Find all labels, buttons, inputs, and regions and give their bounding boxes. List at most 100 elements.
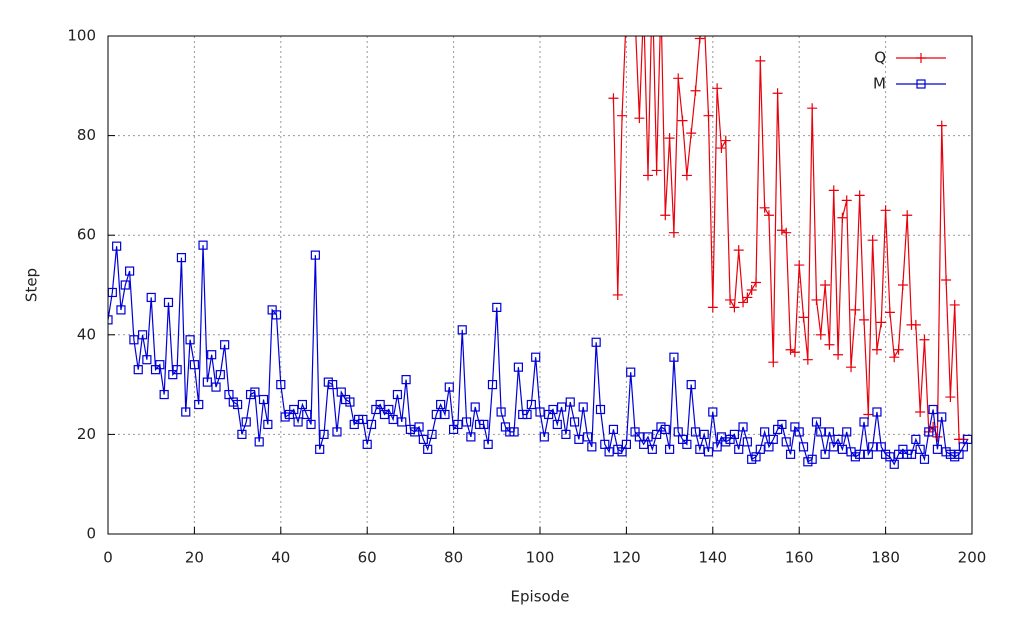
marker (159, 389, 169, 400)
marker (116, 305, 126, 315)
marker (181, 407, 191, 417)
marker (185, 335, 195, 345)
marker (522, 409, 532, 420)
marker (842, 427, 852, 437)
marker (397, 417, 407, 427)
marker (673, 73, 684, 84)
marker (582, 432, 593, 442)
x-tick-label: 0 (103, 549, 113, 567)
marker (639, 1, 649, 11)
marker (440, 409, 450, 420)
marker (202, 377, 212, 387)
marker (755, 444, 765, 454)
marker (945, 392, 956, 403)
marker (319, 429, 329, 439)
marker (293, 417, 303, 427)
marker (781, 437, 791, 447)
marker (807, 103, 818, 114)
marker (932, 444, 943, 454)
marker (626, 0, 636, 1)
marker (941, 275, 952, 286)
x-tick-label: 120 (612, 549, 641, 567)
marker (854, 190, 865, 201)
marker (932, 431, 943, 442)
x-tick-label: 140 (698, 549, 727, 567)
marker (703, 447, 714, 457)
marker (621, 439, 632, 449)
marker (876, 317, 887, 328)
marker (742, 437, 752, 447)
marker (785, 344, 796, 355)
marker (880, 205, 891, 216)
marker (608, 424, 619, 435)
marker (729, 302, 740, 313)
marker (133, 365, 143, 375)
marker (332, 427, 342, 437)
marker (772, 88, 783, 99)
marker (742, 292, 753, 303)
marker (207, 350, 217, 360)
marker (418, 434, 428, 444)
marker (120, 280, 130, 290)
marker (531, 352, 541, 362)
legend-label: Q (874, 49, 886, 67)
marker (254, 437, 264, 447)
plot-area (108, 0, 972, 469)
marker (569, 417, 580, 427)
marker (643, 170, 653, 181)
marker (794, 427, 804, 437)
marker (755, 55, 766, 66)
marker (647, 444, 657, 454)
marker (626, 367, 636, 377)
marker (384, 404, 394, 415)
marker (470, 402, 480, 412)
marker (712, 442, 722, 452)
marker (694, 36, 705, 44)
marker (492, 302, 502, 313)
marker (677, 115, 688, 126)
marker (427, 429, 437, 439)
marker (565, 397, 575, 407)
marker (850, 304, 861, 315)
marker (509, 427, 519, 437)
marker (617, 110, 628, 121)
marker (833, 434, 843, 444)
marker (591, 337, 601, 347)
marker (690, 85, 701, 96)
marker (916, 53, 926, 63)
marker (263, 419, 273, 430)
x-tick-label: 180 (871, 549, 900, 567)
marker (362, 439, 372, 449)
marker (884, 307, 895, 318)
marker (781, 227, 792, 238)
marker (816, 427, 826, 437)
marker (859, 417, 869, 427)
marker (841, 195, 852, 206)
marker (919, 334, 930, 345)
marker (194, 399, 204, 410)
marker (889, 459, 899, 469)
marker (423, 444, 433, 454)
marker (686, 380, 696, 390)
marker (924, 427, 934, 437)
marker (789, 347, 800, 358)
marker (358, 414, 368, 425)
marker (820, 280, 831, 290)
marker (699, 429, 709, 439)
marker (906, 449, 917, 459)
marker (621, 6, 631, 16)
marker (124, 266, 135, 276)
marker (872, 407, 882, 417)
marker (746, 284, 757, 295)
y-axis-label: Step (23, 268, 41, 302)
marker (902, 210, 913, 221)
marker (297, 399, 307, 410)
marker (634, 113, 645, 124)
marker (539, 432, 549, 442)
marker (768, 357, 779, 368)
marker (837, 444, 848, 454)
marker (401, 375, 411, 385)
y-tick-label: 100 (67, 27, 96, 45)
marker (328, 380, 338, 390)
marker (552, 419, 562, 430)
